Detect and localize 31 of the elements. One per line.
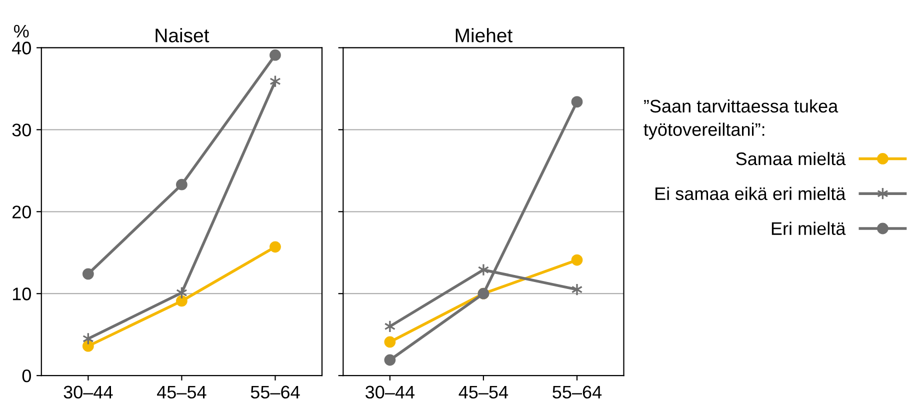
point: [270, 241, 281, 253]
y-tick-label: 10: [12, 288, 31, 300]
x-tick-label: 55–64: [552, 386, 602, 399]
point: [571, 254, 583, 266]
x-tick-label: 45–54: [458, 386, 508, 399]
y-tick-label: 40: [12, 42, 31, 54]
point: [82, 268, 94, 280]
x-tick-label: 30–44: [366, 386, 415, 399]
point: [384, 320, 396, 333]
point: [571, 283, 583, 296]
legend-label: Eri mieltä: [772, 222, 846, 235]
legend-label: Ei samaa eikä eri mieltä: [656, 186, 846, 200]
y-tick-label: 30: [12, 124, 31, 136]
point: [176, 178, 188, 190]
legend-label: Samaa mieltä: [736, 152, 846, 166]
point: [384, 354, 396, 366]
point: [176, 295, 188, 307]
point: [270, 49, 281, 61]
point: [571, 96, 583, 108]
legend-title: ”Saan tarvittaessa tukea työtovereiltani”:: [644, 99, 838, 140]
y-tick-label: 20: [12, 206, 31, 218]
x-tick-label: 55–64: [250, 386, 300, 399]
point: [82, 340, 94, 352]
x-tick-label: 30–44: [64, 386, 113, 399]
y-tick-label: 0: [22, 370, 31, 382]
x-tick-label: 45–54: [157, 386, 206, 399]
y-axis-title: %: [14, 24, 29, 38]
point: [384, 336, 396, 348]
chart-title: Miehet: [456, 28, 512, 42]
chart-title: Naiset: [156, 28, 210, 42]
point: [478, 263, 490, 276]
